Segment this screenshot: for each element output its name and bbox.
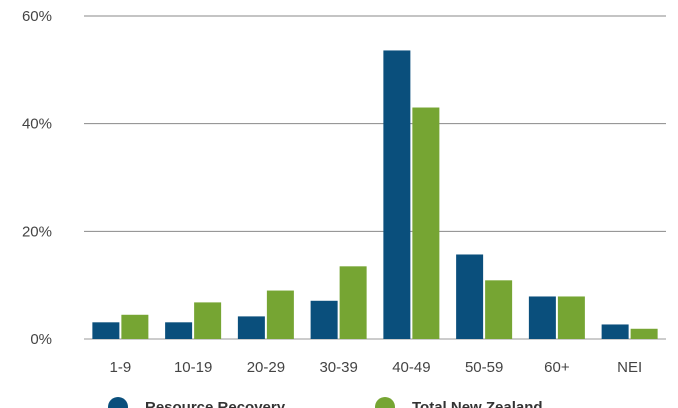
x-axis-ticks: 1-9 10-19 20-29 30-39 40-49 50-59 60+ NEI: [110, 359, 643, 376]
legend-label: Resource Recovery: [145, 399, 286, 408]
bar: [339, 266, 367, 339]
bar: [121, 314, 149, 339]
x-tick-label: 50-59: [465, 359, 503, 376]
bar: [485, 280, 513, 339]
y-tick-label: 40%: [22, 116, 52, 133]
gridlines: [84, 15, 666, 340]
bar: [383, 50, 411, 339]
bar: [310, 300, 338, 339]
bar: [266, 290, 294, 339]
bar: [630, 328, 658, 339]
x-tick-label: 30-39: [319, 359, 357, 376]
legend-marker: [108, 397, 128, 408]
y-tick-label: 60%: [22, 8, 52, 25]
bar: [194, 302, 222, 339]
y-tick-label: 0%: [30, 331, 52, 348]
bar: [528, 296, 556, 339]
bar: [165, 322, 193, 339]
bars: [92, 50, 658, 340]
x-tick-label: 1-9: [110, 359, 132, 376]
bar: [412, 107, 440, 340]
x-tick-label: NEI: [617, 359, 642, 376]
legend-label: Total New Zealand: [412, 399, 543, 408]
x-tick-label: 20-29: [247, 359, 285, 376]
y-axis-ticks: 0% 20% 40% 60%: [22, 8, 52, 348]
legend-marker: [375, 397, 395, 408]
bar: [92, 322, 120, 339]
x-tick-label: 40-49: [392, 359, 430, 376]
bar: [601, 324, 629, 339]
bar: [557, 296, 585, 339]
bar: [237, 316, 265, 339]
x-tick-label: 60+: [544, 359, 570, 376]
bar: [456, 254, 484, 339]
x-tick-label: 10-19: [174, 359, 212, 376]
y-tick-label: 20%: [22, 223, 52, 240]
legend: Resource Recovery Total New Zealand: [108, 397, 543, 408]
